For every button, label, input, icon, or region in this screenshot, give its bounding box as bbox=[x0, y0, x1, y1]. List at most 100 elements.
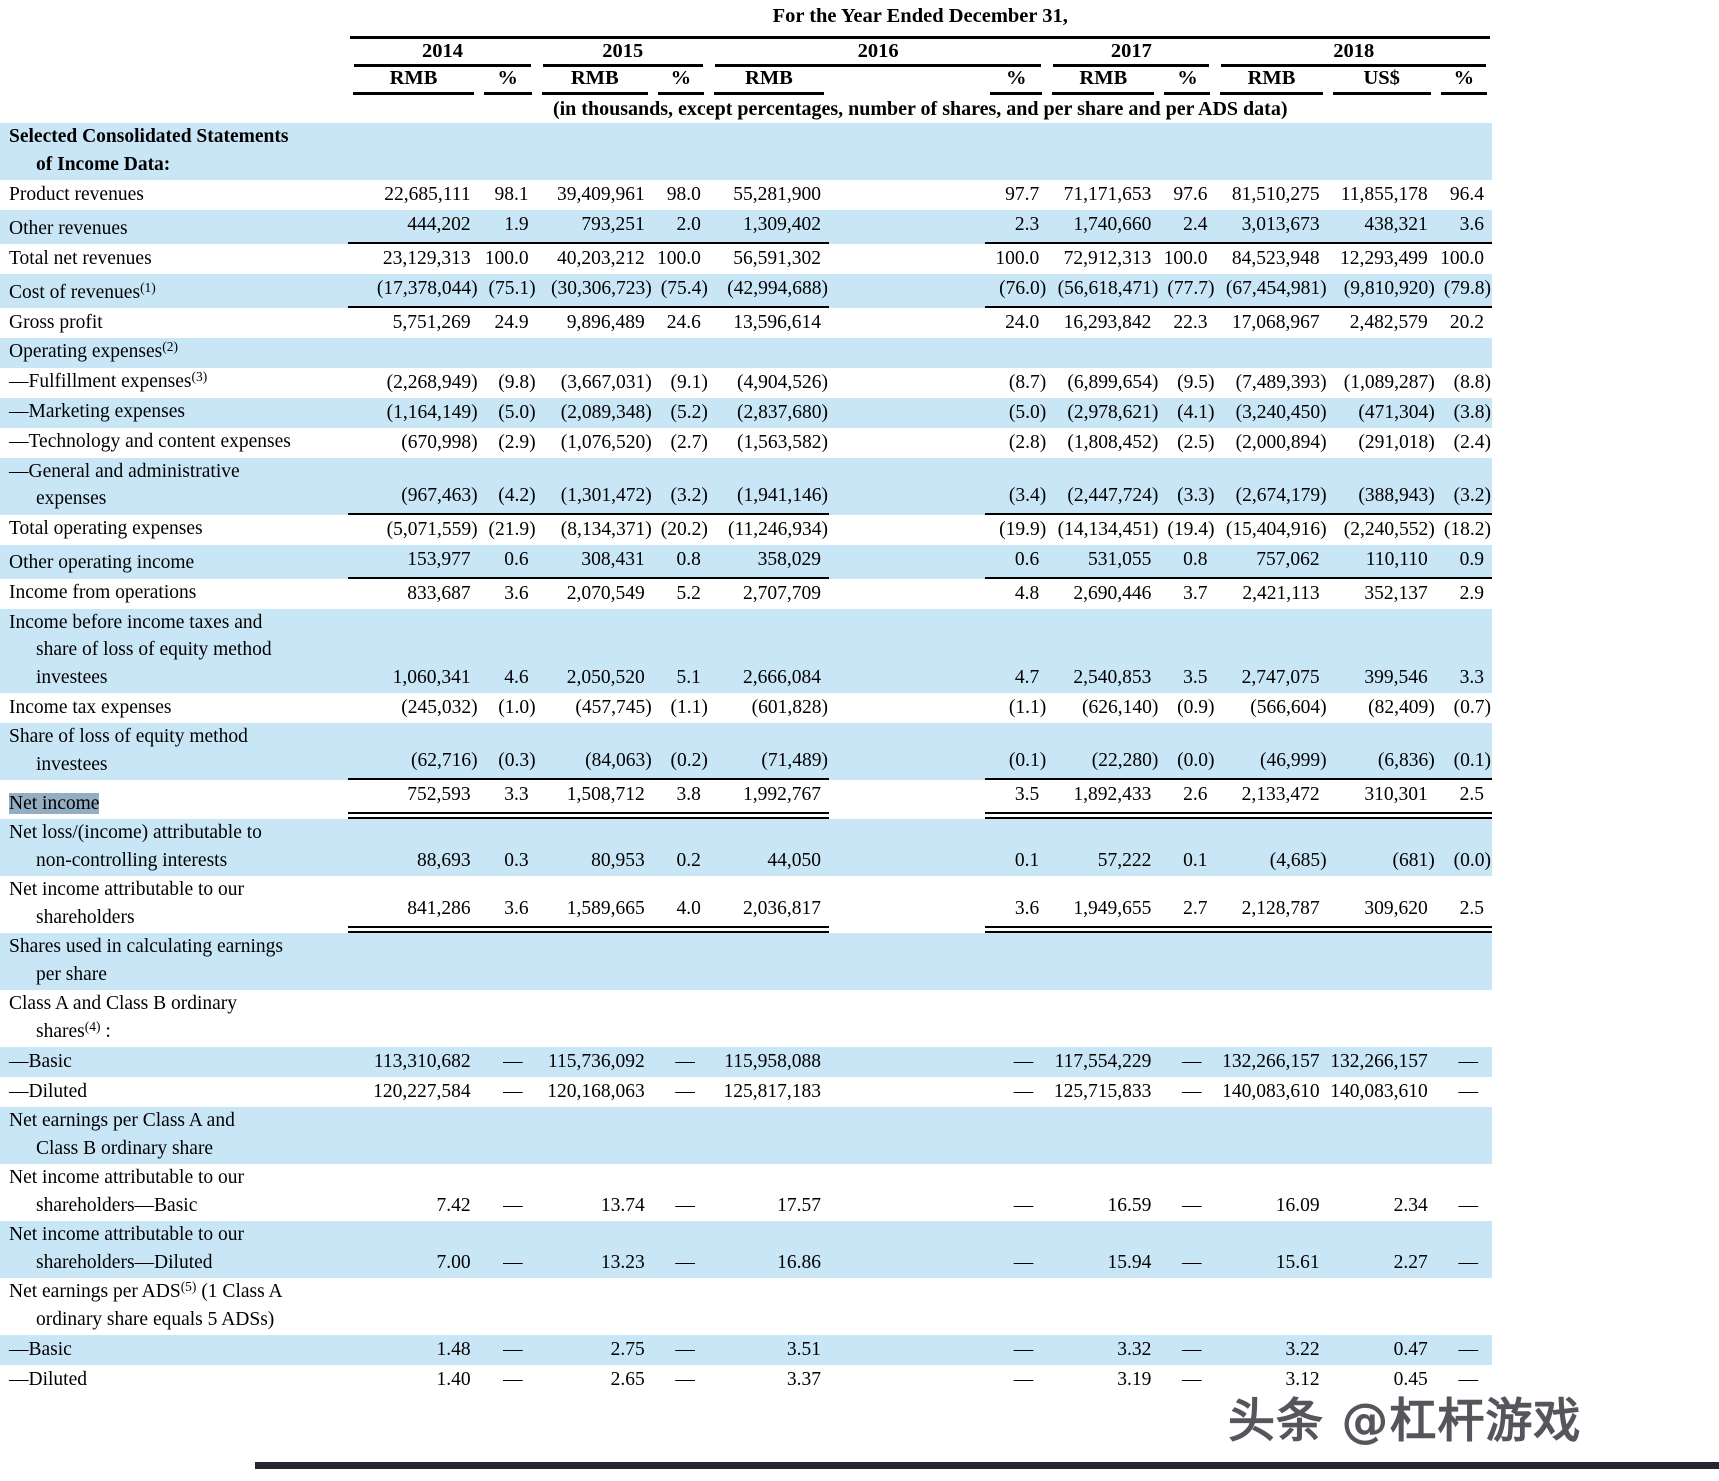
cell-value: (5.0) bbox=[985, 397, 1048, 428]
table-row: Net earnings per Class A and Class B ord… bbox=[0, 1107, 1492, 1164]
cell-value bbox=[1159, 1107, 1216, 1164]
cell-value: 120,168,063 bbox=[536, 1077, 653, 1107]
cell-value bbox=[478, 990, 537, 1047]
table-row: Product revenues 22,685,111 98.1 39,409,961… bbox=[0, 180, 1492, 210]
cell-value bbox=[348, 1107, 479, 1164]
cell-value: 1.9 bbox=[478, 210, 537, 244]
table-row: —Diluted 1.40—2.65—3.37—3.19—3.12 0.45— bbox=[0, 1365, 1492, 1395]
table-row: Income tax expenses (245,032) (1.0) (457,74… bbox=[0, 693, 1492, 723]
cell-value: 0.9 bbox=[1435, 544, 1492, 579]
cell-value: (1,808,452) bbox=[1047, 427, 1160, 458]
cell-value: 757,062 bbox=[1215, 544, 1328, 579]
cell-value: (84,063) bbox=[536, 723, 653, 780]
cell-value: 16,293,842 bbox=[1047, 308, 1160, 338]
cell-value: 0.2 bbox=[652, 819, 709, 876]
cell-value bbox=[1047, 933, 1160, 990]
cell-value: (8.8) bbox=[1435, 367, 1492, 398]
cell-value: (3.8) bbox=[1435, 397, 1492, 428]
table-row: Income before income taxes and share of … bbox=[0, 608, 1492, 693]
cell-value: — bbox=[1435, 1221, 1492, 1278]
row-label: Product revenues bbox=[0, 180, 349, 210]
unit-pct-2018: % bbox=[1440, 67, 1487, 95]
cell-value: (471,304) bbox=[1327, 397, 1436, 428]
unit-pct-2016: % bbox=[990, 67, 1043, 95]
cell-value bbox=[536, 1278, 653, 1335]
column-spacer bbox=[829, 819, 986, 876]
cell-value: 309,620 bbox=[1327, 876, 1436, 933]
cell-value: 2.5 bbox=[1435, 780, 1492, 819]
cell-value: (0.7) bbox=[1435, 693, 1492, 723]
cell-value: 1,949,655 bbox=[1047, 876, 1160, 933]
cell-value: 7.00 bbox=[348, 1221, 479, 1278]
cell-value: 2,070,549 bbox=[536, 578, 653, 609]
cell-value: (1,563,582) bbox=[708, 427, 829, 458]
year-2014: 2014 bbox=[354, 39, 531, 67]
column-spacer bbox=[829, 933, 986, 990]
cell-value: 3.32 bbox=[1047, 1335, 1160, 1365]
cell-value bbox=[348, 1278, 479, 1335]
cell-value: 132,266,157 bbox=[1327, 1047, 1436, 1077]
row-label: —Diluted bbox=[0, 1077, 349, 1107]
cell-value: 98.1 bbox=[478, 180, 537, 210]
cell-value: 140,083,610 bbox=[1327, 1077, 1436, 1107]
cell-value: — bbox=[1159, 1365, 1216, 1395]
cell-value: 1.40 bbox=[348, 1365, 479, 1395]
cell-value: — bbox=[1159, 1335, 1216, 1365]
cell-value: 3.22 bbox=[1215, 1335, 1328, 1365]
cell-value: (56,618,471) bbox=[1047, 274, 1160, 308]
cell-value: (11,246,934) bbox=[708, 514, 829, 545]
cell-value bbox=[348, 338, 479, 368]
cell-value: (2,674,179) bbox=[1215, 457, 1328, 515]
cell-value: 0.45 bbox=[1327, 1365, 1436, 1395]
cell-value: 2,128,787 bbox=[1215, 876, 1328, 933]
cell-value: 3,013,673 bbox=[1215, 210, 1328, 244]
cell-value: 120,227,584 bbox=[348, 1077, 479, 1107]
cell-value bbox=[652, 990, 709, 1047]
cell-value: — bbox=[652, 1077, 709, 1107]
cell-value: — bbox=[478, 1365, 537, 1395]
cell-value: 3.12 bbox=[1215, 1365, 1328, 1395]
cell-value: 3.3 bbox=[1435, 608, 1492, 693]
cell-value: 100.0 bbox=[478, 244, 537, 274]
cell-value: 17,068,967 bbox=[1215, 308, 1328, 338]
cell-value: — bbox=[1435, 1164, 1492, 1221]
cell-value: (1.0) bbox=[478, 693, 537, 723]
cell-value bbox=[652, 123, 709, 180]
cell-value: (20.2) bbox=[652, 514, 709, 545]
row-label: Cost of revenues(1) bbox=[0, 274, 349, 308]
cell-value: 23,129,313 bbox=[348, 244, 479, 274]
cell-value: 16.59 bbox=[1047, 1164, 1160, 1221]
cell-value: 1,060,341 bbox=[348, 608, 479, 693]
cell-value bbox=[478, 933, 537, 990]
table-body: Selected Consolidated Statements of Inco… bbox=[0, 123, 1492, 1395]
cell-value: 24.9 bbox=[478, 308, 537, 338]
cell-value: 1,309,402 bbox=[708, 210, 829, 244]
table-row: —Diluted 120,227,584—120,168,063—125,817,… bbox=[0, 1077, 1492, 1107]
cell-value: 5,751,269 bbox=[348, 308, 479, 338]
cell-value: (46,999) bbox=[1215, 723, 1328, 780]
cell-value: (0.0) bbox=[1159, 723, 1216, 780]
cell-value bbox=[1047, 123, 1160, 180]
cell-value: 15.94 bbox=[1047, 1221, 1160, 1278]
cell-value: 1,740,660 bbox=[1047, 210, 1160, 244]
cell-value: 841,286 bbox=[348, 876, 479, 933]
cell-value: 117,554,229 bbox=[1047, 1047, 1160, 1077]
table-row: Cost of revenues(1) (17,378,044) (75.1) (30… bbox=[0, 274, 1492, 308]
cell-value: (4.1) bbox=[1159, 397, 1216, 428]
cell-value: (0.9) bbox=[1159, 693, 1216, 723]
cell-value: (75.1) bbox=[478, 274, 537, 308]
cell-value: 3.6 bbox=[1435, 210, 1492, 244]
cell-value: — bbox=[478, 1335, 537, 1365]
header-years-row: 2014 2015 2016 2017 2018 bbox=[0, 39, 1492, 67]
cell-value: 0.8 bbox=[652, 544, 709, 579]
cell-value: (291,018) bbox=[1327, 427, 1436, 458]
header-note-row: (in thousands, except percentages, numbe… bbox=[0, 95, 1492, 123]
cell-value: 358,029 bbox=[708, 544, 829, 579]
cell-value bbox=[348, 990, 479, 1047]
table-row: Income from operations 833,687 3.6 2,070,54… bbox=[0, 578, 1492, 609]
cell-value: (457,745) bbox=[536, 693, 653, 723]
row-label: Share of loss of equity method investees bbox=[0, 723, 349, 780]
cell-value: (3,667,031) bbox=[536, 367, 653, 398]
cell-value: 0.8 bbox=[1159, 544, 1216, 579]
cell-value bbox=[1215, 123, 1328, 180]
